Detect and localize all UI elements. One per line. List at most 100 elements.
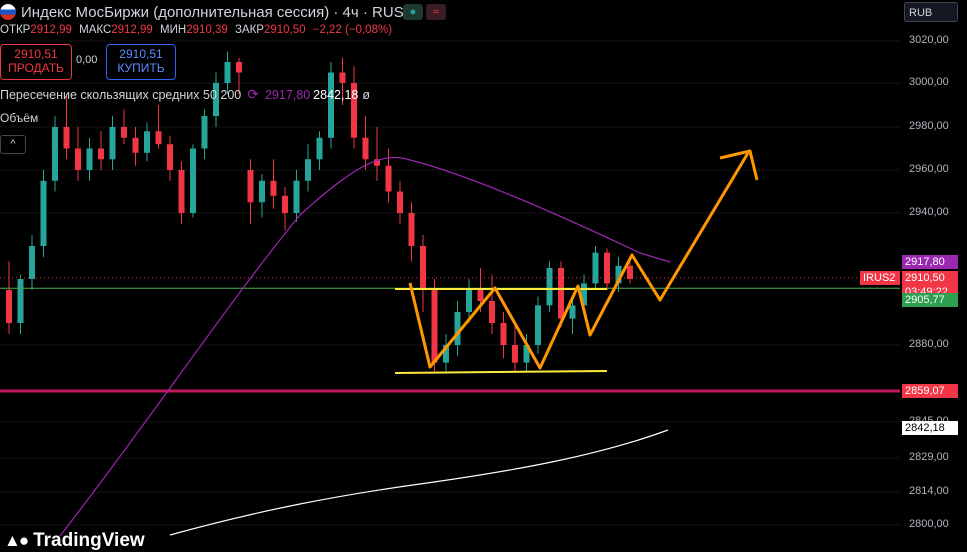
- candle-body-29: [339, 72, 346, 83]
- pattern-arrowhead: [719, 149, 759, 181]
- collapse-indicators-button[interactable]: ^: [0, 135, 26, 154]
- candle-body-26: [305, 159, 311, 181]
- price-label-ma_fast: 2917,80: [902, 254, 958, 269]
- candle-body-16: [190, 148, 196, 213]
- candle-body-10: [121, 127, 127, 138]
- candle-body-27: [316, 137, 323, 160]
- ma-cross-indicator[interactable]: Пересечение скользящих средних 50 200 ⟳ …: [0, 86, 370, 103]
- candle-body-33: [385, 165, 392, 192]
- ohlc-high-label: МАКС: [79, 24, 112, 36]
- candle-body-23: [270, 180, 277, 196]
- candle-body-13: [155, 131, 162, 145]
- candle-body-6: [75, 148, 81, 170]
- wave-icon[interactable]: ≈: [426, 4, 446, 20]
- candle-body-49: [569, 305, 576, 319]
- candle-body-45: [523, 345, 530, 363]
- market-open-icon[interactable]: ●: [403, 4, 423, 20]
- candle-body-54: [627, 265, 633, 279]
- candle-body-8: [98, 148, 104, 160]
- candle-body-19: [224, 62, 231, 83]
- candle-body-14: [167, 144, 173, 170]
- candle-body-2: [29, 246, 35, 279]
- candle-body-44: [512, 345, 518, 363]
- price-tick-5: 2880,00: [909, 338, 949, 350]
- pattern-zigzag: [408, 152, 750, 370]
- candles: [6, 51, 633, 372]
- candle-body-38: [443, 345, 449, 363]
- candle-body-0: [6, 290, 12, 323]
- ohlc-close-value: 2910,50: [263, 24, 306, 36]
- candle-body-30: [351, 83, 357, 138]
- candle-body-53: [615, 265, 622, 284]
- candle-body-37: [431, 290, 438, 363]
- candle-body-52: [604, 252, 610, 284]
- volume-indicator-label[interactable]: Объём: [0, 111, 39, 125]
- candle-body-35: [408, 213, 415, 246]
- candle-body-22: [259, 180, 265, 203]
- candle-body-50: [581, 283, 587, 306]
- candle-body-15: [178, 170, 185, 213]
- candle-body-39: [454, 312, 461, 345]
- ohlc-readout: ОТКР2912,99 МАКС2912,99 МИН2910,39 ЗАКР2…: [0, 24, 396, 36]
- candle-body-42: [489, 301, 495, 323]
- buy-label: КУПИТЬ: [117, 61, 165, 75]
- overlays: [0, 149, 900, 537]
- chart-header: Индекс МосБиржи (дополнительная сессия) …: [0, 0, 404, 24]
- candle-body-18: [213, 83, 219, 116]
- spread-value: 0,00: [76, 54, 98, 66]
- ma-slow-line: [169, 429, 669, 536]
- candle-body-31: [362, 137, 369, 160]
- candle-body-20: [236, 62, 242, 73]
- price-tick-0: 3020,00: [909, 34, 949, 46]
- symbol-tag: IRUS2: [860, 270, 900, 285]
- candle-body-17: [201, 116, 208, 149]
- branding-text: TradingView: [33, 530, 145, 551]
- header-icons: ● ≈: [403, 4, 446, 20]
- indicator-name: Пересечение скользящих средних 50 200: [0, 87, 242, 102]
- ma-fast-line: [59, 156, 671, 537]
- buy-price: 2910,51: [119, 47, 163, 61]
- indicator-suffix: ø: [362, 87, 370, 102]
- candle-body-4: [52, 127, 58, 181]
- candle-body-46: [535, 305, 541, 345]
- candle-body-48: [558, 268, 564, 319]
- candle-body-21: [247, 170, 254, 203]
- candle-body-40: [466, 290, 472, 312]
- ohlc-open-value: 2912,99: [30, 24, 72, 36]
- candle-body-36: [420, 246, 426, 290]
- candle-body-32: [374, 159, 380, 166]
- candle-body-12: [144, 131, 150, 153]
- candle-body-7: [86, 148, 93, 170]
- ohlc-close-label: ЗАКР: [234, 24, 264, 36]
- ohlc-change-value: −2,22 (−0,08%): [312, 24, 393, 36]
- candle-body-3: [40, 180, 47, 246]
- sell-label: ПРОДАТЬ: [8, 61, 64, 75]
- sell-button[interactable]: 2910,51 ПРОДАТЬ: [0, 44, 72, 80]
- chart-grid: [0, 40, 900, 526]
- symbol-title[interactable]: Индекс МосБиржи (дополнительная сессия) …: [21, 3, 404, 21]
- channel-bottom-line: [394, 370, 608, 374]
- price-tick-3: 2960,00: [909, 163, 949, 175]
- price-label-ma_slow: 2842,18: [902, 421, 958, 436]
- indicator-ma-slow: 2842,18: [313, 87, 359, 102]
- candle-body-41: [477, 290, 484, 301]
- sell-price: 2910,51: [14, 47, 58, 61]
- price-label-guide: 2905,77: [902, 293, 958, 308]
- candle-body-1: [17, 279, 24, 323]
- currency-selector[interactable]: RUB: [904, 2, 958, 22]
- tradingview-logo: ▲● TradingView: [4, 530, 145, 552]
- candle-body-43: [500, 323, 507, 345]
- candle-body-24: [282, 195, 288, 213]
- price-tick-8: 2814,00: [909, 485, 949, 497]
- price-tick-9: 2800,00: [909, 518, 949, 530]
- price-tick-4: 2940,00: [909, 206, 949, 218]
- price-label-level: 2859,07: [902, 384, 958, 399]
- buy-button[interactable]: 2910,51 КУПИТЬ: [106, 44, 176, 80]
- candle-body-5: [63, 127, 70, 149]
- tradingview-mark-icon: ▲●: [4, 531, 29, 550]
- ohlc-low-label: МИН: [160, 24, 187, 36]
- ohlc-low-value: 2910,39: [186, 24, 228, 36]
- price-tick-7: 2829,00: [909, 451, 949, 463]
- russia-flag-icon: [0, 4, 16, 20]
